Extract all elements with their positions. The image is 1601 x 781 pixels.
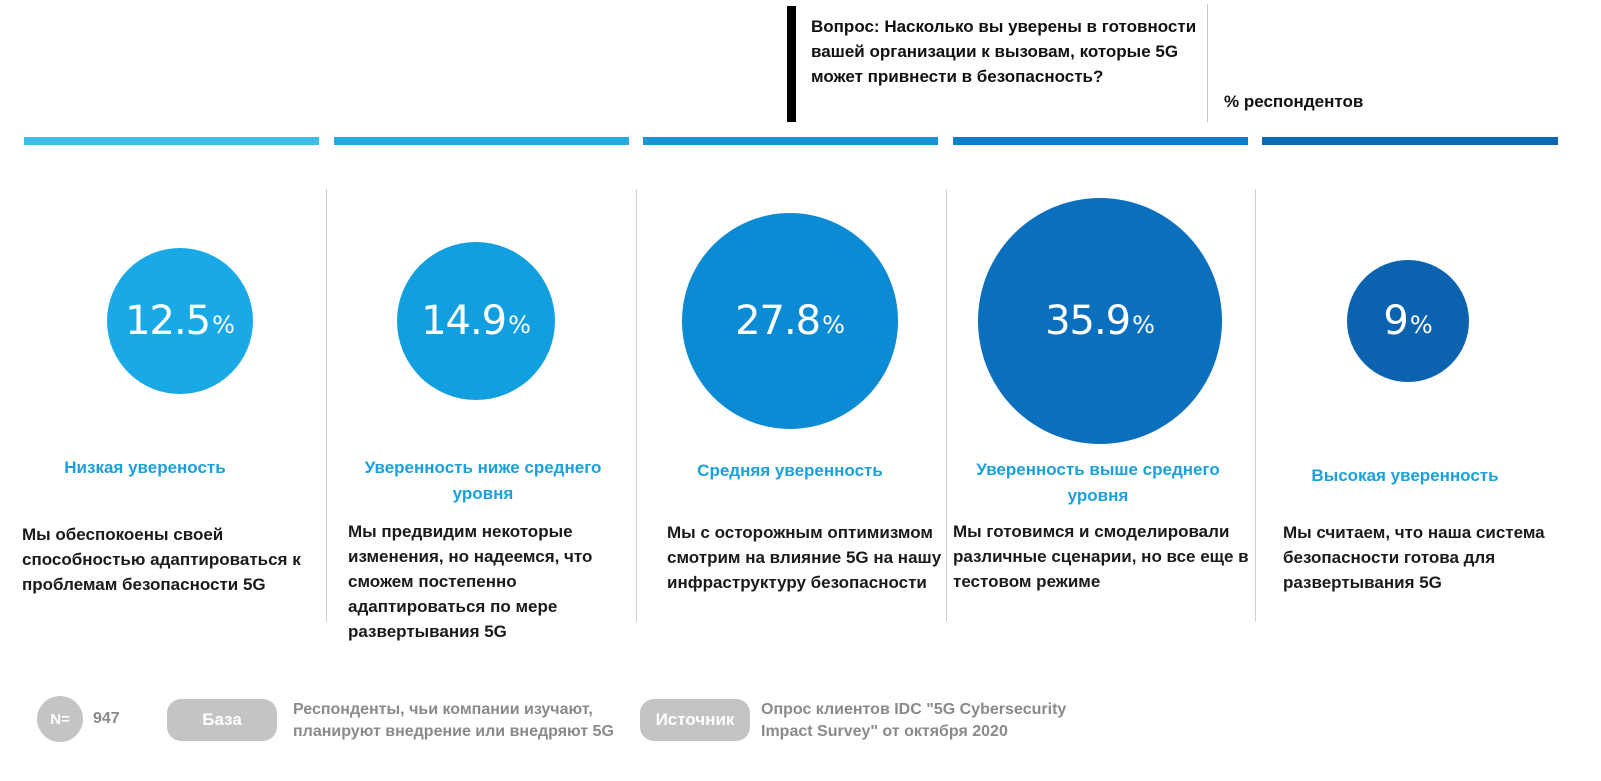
base-badge: База (167, 699, 277, 741)
category-description: Мы считаем, что наша система безопасност… (1283, 523, 1545, 592)
column-stripe (643, 137, 938, 145)
bubble-unit: % (1409, 311, 1433, 339)
bubble-below-average: 14.9% (397, 242, 555, 400)
unit-label: % респондентов (1224, 92, 1364, 111)
category-description: Мы готовимся и смоделировали различные с… (953, 522, 1249, 591)
column-divider (326, 189, 327, 622)
source-label: Источник (655, 710, 735, 729)
question-accent-bar (787, 6, 796, 122)
column-stripe (334, 137, 629, 145)
category-label: Уверенность выше среднего уровня (976, 460, 1220, 505)
bubble-unit: % (508, 311, 531, 339)
sample-size-label: N= (50, 710, 70, 728)
column-stripe (953, 137, 1248, 145)
column-stripe (24, 137, 319, 145)
bubble-unit: % (1132, 311, 1155, 339)
bubble-value: 35.9 (1045, 298, 1131, 344)
category-description: Мы предвидим некоторые изменения, но над… (348, 522, 593, 641)
bubble-value: 27.8 (735, 298, 821, 344)
category-label: Низкая увереность (64, 458, 226, 477)
category-description: Мы с осторожным оптимизмом смотрим на вл… (667, 523, 942, 592)
category-label: Высокая уверенность (1311, 466, 1499, 485)
bubble-value: 9 (1383, 298, 1408, 344)
column-divider (1255, 189, 1256, 622)
sample-size-value: 947 (93, 710, 120, 727)
bubble-value: 14.9 (421, 298, 507, 344)
base-label: База (202, 710, 242, 729)
bubble-above-average: 35.9% (978, 198, 1222, 444)
bubble-unit: % (822, 311, 845, 339)
category-label: Средняя уверенность (697, 461, 883, 480)
column-stripe (1262, 137, 1558, 145)
source-text: Опрос клиентов IDC "5G Cybersecurity Imp… (761, 701, 1067, 740)
category-description: Мы обеспокоены своей способностью адапти… (22, 525, 301, 594)
bubble-low-confidence: 12.5% (107, 248, 253, 394)
base-text: Респонденты, чьи компании изучают, плани… (293, 701, 614, 740)
source-badge: Источник (640, 699, 750, 741)
question-text: Вопрос: Насколько вы уверены в готовност… (811, 17, 1197, 86)
question-divider (1207, 4, 1208, 122)
column-divider (636, 189, 637, 622)
bubble-value: 12.5 (125, 298, 211, 344)
category-label: Уверенность ниже среднего уровня (364, 458, 602, 503)
sample-size-badge: N= (37, 696, 83, 742)
bubble-unit: % (212, 311, 235, 339)
bubble-high-confidence: 9% (1347, 260, 1469, 382)
bubble-average: 27.8% (682, 213, 898, 429)
column-divider (946, 189, 947, 622)
